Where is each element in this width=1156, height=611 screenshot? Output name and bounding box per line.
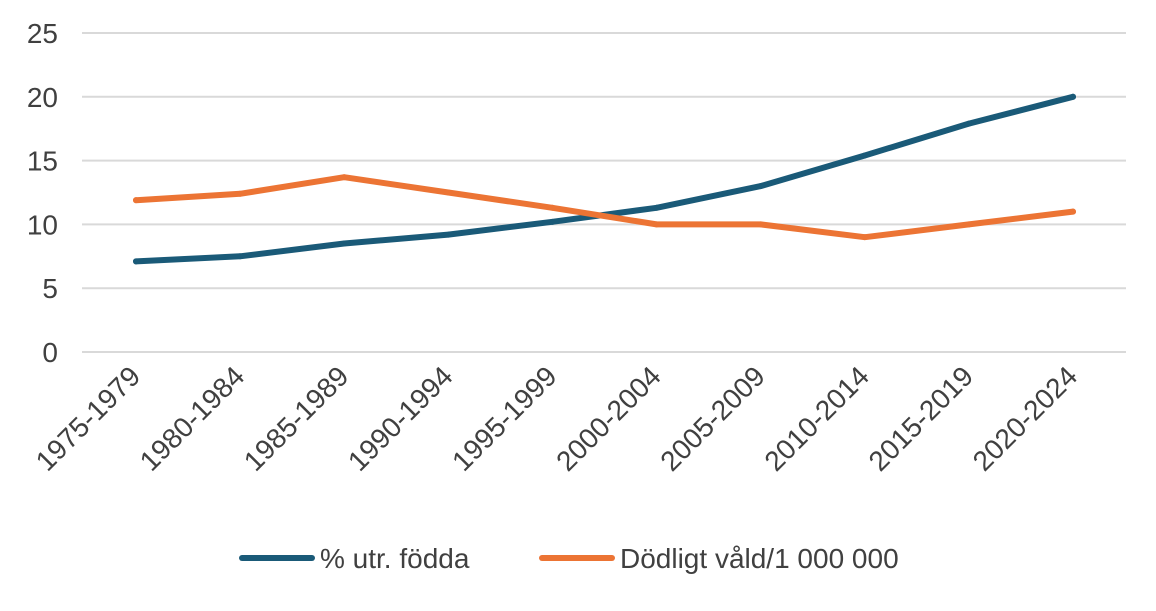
data-point <box>237 190 244 197</box>
series-line-1 <box>133 93 1076 265</box>
series-line-2 <box>133 174 1076 241</box>
x-tick-label: 1995-1999 <box>446 360 563 477</box>
x-tick-label: 2005-2009 <box>654 360 771 477</box>
gridlines <box>82 32 1126 353</box>
legend: % utr. födda Dödligt våld/1 000 000 <box>239 543 899 574</box>
x-axis-ticks: 1975-19791980-19841985-19891990-19941995… <box>30 360 1084 477</box>
data-point <box>861 234 868 241</box>
y-tick-label: 5 <box>42 273 58 304</box>
data-point <box>341 174 348 181</box>
data-point <box>861 152 868 159</box>
x-tick-label: 2010-2014 <box>758 360 875 477</box>
data-point <box>757 221 764 228</box>
data-point <box>1070 208 1076 215</box>
x-tick-label: 1980-1984 <box>134 360 251 477</box>
data-point <box>133 197 139 204</box>
data-point <box>1070 93 1076 100</box>
data-point <box>133 258 139 265</box>
data-point <box>237 253 244 260</box>
data-point <box>549 204 556 211</box>
y-tick-label: 0 <box>42 337 58 368</box>
y-tick-label: 10 <box>27 209 58 240</box>
legend-label: Dödligt våld/1 000 000 <box>620 543 899 574</box>
y-axis-ticks: 0 5 10 15 20 25 <box>27 18 58 368</box>
y-tick-label: 25 <box>27 18 58 49</box>
x-tick-label: 2000-2004 <box>550 360 667 477</box>
x-tick-label: 1985-1989 <box>238 360 355 477</box>
x-tick-label: 1990-1994 <box>342 360 459 477</box>
legend-label: % utr. födda <box>320 543 470 574</box>
data-point <box>757 183 764 190</box>
data-point <box>549 218 556 225</box>
x-tick-label: 2020-2024 <box>967 360 1084 477</box>
data-point <box>445 231 452 238</box>
data-point <box>445 189 452 196</box>
y-tick-label: 20 <box>27 82 58 113</box>
data-point <box>653 221 660 228</box>
data-point <box>653 204 660 211</box>
data-point <box>965 221 972 228</box>
series-lines <box>133 93 1076 265</box>
x-tick-label: 1975-1979 <box>30 360 147 477</box>
y-tick-label: 15 <box>27 146 58 177</box>
data-point <box>341 240 348 247</box>
data-point <box>965 120 972 127</box>
x-tick-label: 2015-2019 <box>863 360 980 477</box>
